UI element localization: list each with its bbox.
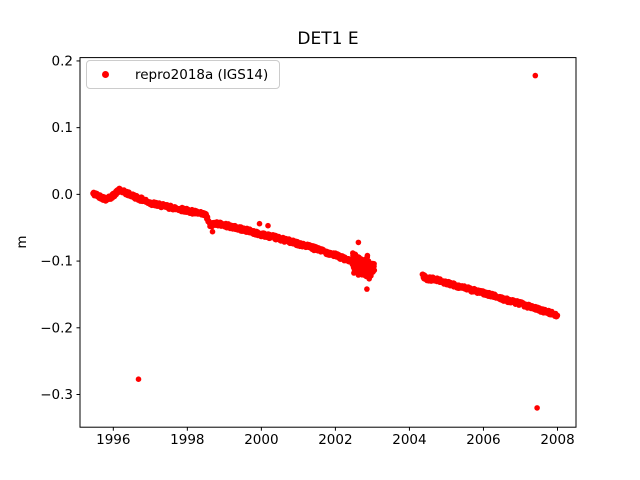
scatter-series bbox=[90, 72, 561, 411]
y-axis-label: m bbox=[14, 235, 30, 249]
x-tick-label: 2002 bbox=[318, 432, 352, 448]
legend-marker-icon bbox=[102, 71, 109, 78]
y-tick-label: 0.1 bbox=[52, 120, 73, 136]
legend-label: repro2018a (IGS14) bbox=[135, 66, 269, 83]
y-tick-label: 0.0 bbox=[52, 187, 73, 203]
y-tick-label: −0.2 bbox=[40, 320, 73, 336]
y-tick-label: −0.1 bbox=[40, 254, 73, 270]
x-tick-label: 2000 bbox=[244, 432, 278, 448]
legend: repro2018a (IGS14) bbox=[86, 60, 280, 89]
x-tick-label: 1996 bbox=[96, 432, 130, 448]
x-tick-label: 2006 bbox=[466, 432, 500, 448]
x-tick-label: 1998 bbox=[170, 432, 204, 448]
y-tick-label: −0.3 bbox=[40, 387, 73, 403]
y-tick-label: 0.2 bbox=[52, 53, 73, 69]
x-tick-label: 2008 bbox=[540, 432, 574, 448]
chart-title: DET1 E bbox=[297, 29, 359, 49]
axes-frame bbox=[79, 57, 577, 428]
x-tick-label: 2004 bbox=[392, 432, 426, 448]
